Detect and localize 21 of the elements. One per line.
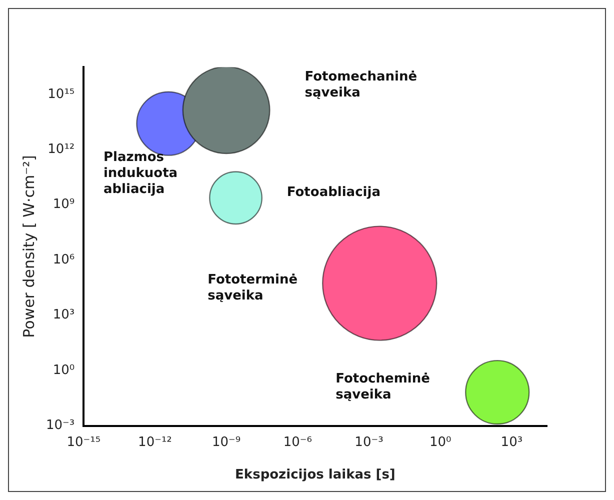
y-tick-label: 10¹²: [48, 142, 75, 158]
y-tick-label: 10⁻³: [46, 418, 75, 434]
x-tick-label: 10⁻⁶: [283, 434, 312, 450]
y-tick-label: 10⁶: [52, 252, 75, 268]
series-label: Fotoabliacija: [286, 185, 380, 200]
x-tick-label: 10⁻³: [354, 434, 384, 450]
text: Fotocheminė sąveika: [336, 372, 430, 403]
x-tick-label: 10⁻¹²: [138, 434, 172, 450]
x-tick-label: 10⁻⁹: [212, 434, 241, 450]
x-tick-label: 10³: [500, 434, 523, 450]
x-axis-title: Ekspozicijos laikas [s]: [235, 468, 396, 483]
y-tick-label: 10⁰: [52, 362, 75, 378]
series-label: Plazmos indukuota abliacija: [103, 150, 178, 197]
y-axis-title: Power density [ W·cm⁻²]: [20, 155, 38, 338]
y-tick-label: 10³: [52, 308, 75, 323]
y-tick-label: 10¹⁵: [48, 86, 75, 102]
text: Fotomechaninė sąveika: [304, 69, 418, 100]
x-tick-label: 10⁰: [429, 434, 452, 450]
series-label: Fototerminė sąveika: [208, 272, 298, 304]
x-tick-label: 10⁻¹⁵: [66, 434, 101, 450]
y-tick-label: 10⁹: [52, 197, 75, 212]
